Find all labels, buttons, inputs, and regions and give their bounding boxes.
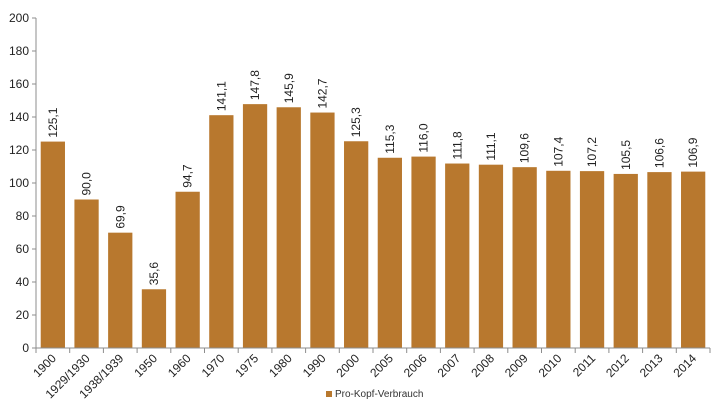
- legend: Pro-Kopf-Verbrauch: [326, 389, 423, 400]
- x-tick-label: 2009: [502, 351, 531, 380]
- x-tick-label: 1970: [199, 351, 228, 380]
- value-label: 111,1: [484, 132, 498, 161]
- y-tick-label: 60: [16, 242, 30, 256]
- value-label: 106,9: [686, 137, 700, 167]
- value-label: 105,5: [619, 140, 633, 170]
- x-tick-label: 2010: [536, 351, 565, 380]
- bar: [579, 171, 605, 348]
- value-label: 125,1: [46, 107, 60, 137]
- y-tick-label: 140: [9, 110, 29, 124]
- value-label: 125,3: [349, 107, 363, 137]
- value-label: 115,3: [383, 124, 397, 153]
- bar: [478, 164, 504, 348]
- bar: [40, 141, 65, 348]
- bar: [310, 112, 335, 348]
- y-tick-label: 180: [9, 44, 29, 58]
- x-tick-label: 2014: [670, 351, 699, 380]
- value-label: 142,7: [315, 78, 329, 108]
- y-tick-label: 80: [16, 209, 30, 223]
- y-tick-label: 100: [9, 176, 29, 190]
- value-labels: 125,1 90,0 69,9 35,6 94,7 141,1 147,8 145,9 142,…: [46, 70, 700, 285]
- bar: [546, 170, 571, 348]
- value-label: 147,8: [248, 70, 262, 100]
- x-tick-label: 1900: [30, 351, 59, 380]
- bar: [445, 163, 470, 348]
- value-label: 69,9: [113, 205, 127, 229]
- bar: [377, 157, 402, 348]
- y-tick-label: 200: [9, 11, 29, 25]
- bar: [613, 173, 638, 348]
- value-label: 94,7: [181, 164, 195, 188]
- bar: [647, 172, 672, 348]
- x-tick-label: 2000: [333, 351, 362, 380]
- x-tick-label: 1990: [300, 351, 329, 380]
- value-label: 111,8: [450, 131, 464, 160]
- value-label: 107,2: [585, 137, 599, 167]
- y-tick-label: 0: [22, 341, 29, 355]
- value-label: 109,6: [518, 133, 532, 163]
- y-tick-label: 20: [16, 308, 30, 322]
- legend-label: Pro-Kopf-Verbrauch: [335, 389, 423, 400]
- y-tick-label: 40: [16, 275, 30, 289]
- value-label: 141,1: [214, 81, 228, 111]
- x-tick-label: 2012: [603, 351, 632, 380]
- bar: [108, 232, 133, 348]
- bar: [141, 289, 167, 348]
- x-tick-label: 2008: [468, 351, 497, 380]
- x-tick-label: 1980: [266, 351, 295, 380]
- value-label: 35,6: [147, 262, 161, 286]
- x-tick-label: 1975: [232, 351, 261, 380]
- bar: [344, 141, 369, 348]
- value-label: 106,6: [652, 138, 666, 168]
- bar: [74, 199, 99, 348]
- legend-swatch: [326, 391, 332, 397]
- x-tick-label: 1950: [131, 351, 160, 380]
- x-tick-label: 1960: [165, 351, 194, 380]
- bar: [512, 167, 537, 348]
- bar: [242, 104, 268, 348]
- y-tick-label: 120: [9, 143, 29, 157]
- bar: [411, 156, 436, 348]
- bar: [681, 171, 706, 348]
- x-tick-label: 2013: [637, 351, 666, 380]
- x-tick-label: 2005: [367, 351, 396, 380]
- y-axis: 0 20 40 60 80 100 120 140 160 180 200: [9, 11, 37, 355]
- value-label: 107,4: [551, 136, 565, 166]
- y-tick-label: 160: [9, 77, 29, 91]
- x-tick-label: 2011: [570, 351, 598, 379]
- bar: [276, 107, 301, 348]
- x-tick-label: 2006: [401, 351, 430, 380]
- value-label: 90,0: [80, 172, 94, 196]
- bar: [175, 191, 200, 348]
- bars: [40, 104, 706, 348]
- bar: [209, 115, 234, 348]
- value-label: 116,0: [417, 123, 431, 152]
- value-label: 145,9: [282, 73, 296, 103]
- x-tick-label: 2007: [435, 351, 464, 380]
